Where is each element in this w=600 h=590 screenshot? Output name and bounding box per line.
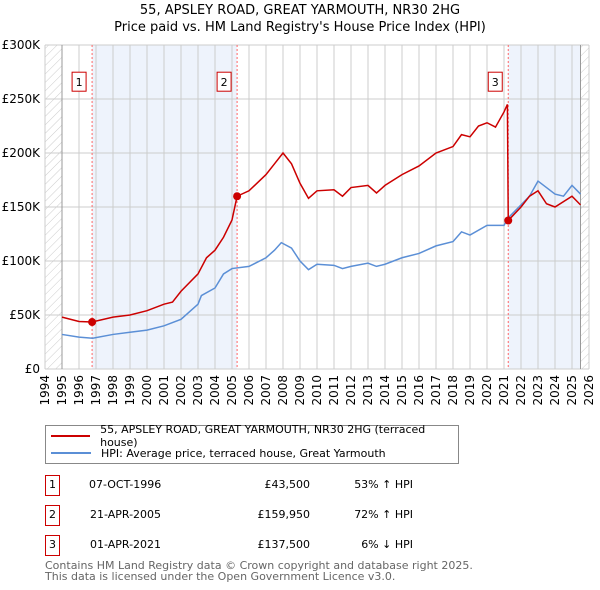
sale-price: £137,500 xyxy=(257,538,311,551)
x-tick-label: 1995 xyxy=(55,375,69,406)
legend-item-property: 55, APSLEY ROAD, GREAT YARMOUTH, NR30 2H… xyxy=(51,423,458,449)
x-tick-label: 2019 xyxy=(463,375,477,406)
table-row: 2 21-APR-2005 £159,950 72% ↑ HPI xyxy=(45,505,445,526)
chart-title: 55, APSLEY ROAD, GREAT YARMOUTH, NR30 2H… xyxy=(139,3,461,18)
sale-date: 07-OCT-1996 xyxy=(89,478,162,491)
x-tick-label: 2020 xyxy=(480,375,494,406)
x-tick-label: 2018 xyxy=(446,375,460,406)
price-chart: 1994 1995 1996 1997 1998 1999 2000 2001 2002 2003… xyxy=(2,38,596,406)
x-tick-label: 2012 xyxy=(344,375,358,406)
sale-label-box xyxy=(487,71,503,92)
x-tick-label: 2010 xyxy=(310,375,324,406)
legend-label: 55, APSLEY ROAD, GREAT YARMOUTH, NR30 2H… xyxy=(100,423,426,449)
sale-number-badge: 1 xyxy=(45,475,60,496)
x-tick-label: 2001 xyxy=(157,375,171,406)
x-tick-label: 2017 xyxy=(429,375,443,406)
y-tick-label: £250K xyxy=(2,92,42,106)
sale-price: £159,950 xyxy=(257,508,311,521)
property-series-line xyxy=(61,104,582,323)
x-tick-label: 1999 xyxy=(123,375,137,406)
x-tick-label: 2009 xyxy=(293,375,307,406)
table-row: 1 07-OCT-1996 £43,500 53% ↑ HPI xyxy=(45,475,445,496)
x-tick-label: 2023 xyxy=(531,375,545,406)
y-tick-label: £200K xyxy=(2,146,42,160)
sale-point xyxy=(233,192,242,201)
x-tick-label: 1997 xyxy=(89,375,103,406)
y-tick-label: £0 xyxy=(25,362,40,376)
legend-item-hpi: HPI: Average price, terraced house, Grea… xyxy=(51,445,386,461)
x-tick-label: 2014 xyxy=(378,375,392,406)
sale-label-number: 2 xyxy=(221,76,228,89)
hpi-series-line xyxy=(61,179,582,339)
x-tick-label: 2002 xyxy=(174,375,188,406)
sale-hpi-diff: 53% ↑ HPI xyxy=(354,478,413,491)
x-tick-label: 2015 xyxy=(395,375,409,406)
sale-number-badge: 3 xyxy=(45,535,60,556)
sale-date: 21-APR-2005 xyxy=(90,508,162,521)
x-tick-label: 2004 xyxy=(208,375,222,406)
sale-point xyxy=(88,318,97,327)
sale-hpi-diff: 6% ↓ HPI xyxy=(361,538,413,551)
x-tick-label: 2006 xyxy=(242,375,256,406)
sale-label-number: 1 xyxy=(76,76,83,89)
x-tick-label: 2021 xyxy=(497,375,511,406)
x-tick-label: 2024 xyxy=(548,375,562,406)
footer-copyright: Contains HM Land Registry data © Crown c… xyxy=(45,559,473,572)
x-tick-label: 1994 xyxy=(38,375,52,406)
legend-swatch-red xyxy=(51,435,91,437)
x-tick-label: 2011 xyxy=(327,375,341,406)
table-row: 3 01-APR-2021 £137,500 6% ↓ HPI xyxy=(45,535,445,556)
x-tick-label: 2026 xyxy=(582,375,596,406)
sale-number-badge: 2 xyxy=(45,505,60,526)
sale-price: £43,500 xyxy=(264,478,311,491)
sale-label-box xyxy=(71,71,87,92)
sale-label-number: 3 xyxy=(492,76,499,89)
legend: 55, APSLEY ROAD, GREAT YARMOUTH, NR30 2H… xyxy=(45,423,459,464)
x-tick-label: 2008 xyxy=(276,375,290,406)
y-tick-label: £300K xyxy=(2,38,42,52)
x-tick-label: 2000 xyxy=(140,375,154,406)
x-tick-label: 2016 xyxy=(412,375,426,406)
legend-swatch-blue xyxy=(51,452,91,454)
x-tick-label: 2007 xyxy=(259,375,273,406)
y-tick-label: £50K xyxy=(9,308,41,322)
sale-point xyxy=(504,216,513,225)
footer-licence: This data is licensed under the Open Gov… xyxy=(45,570,396,583)
x-tick-label: 2022 xyxy=(514,375,528,406)
x-tick-label: 2013 xyxy=(361,375,375,406)
y-tick-label: £150K xyxy=(2,200,42,214)
x-tick-label: 2025 xyxy=(565,375,579,406)
x-tick-label: 1996 xyxy=(72,375,86,406)
legend-label: HPI: Average price, terraced house, Grea… xyxy=(101,446,386,460)
x-tick-label: 2005 xyxy=(225,375,239,406)
y-tick-label: £100K xyxy=(2,254,42,268)
x-tick-label: 2003 xyxy=(191,375,205,406)
chart-subtitle: Price paid vs. HM Land Registry's House … xyxy=(114,20,486,35)
sale-hpi-diff: 72% ↑ HPI xyxy=(354,508,413,521)
sale-label-box xyxy=(216,71,232,92)
sale-date: 01-APR-2021 xyxy=(90,538,162,551)
x-tick-label: 1998 xyxy=(106,375,120,406)
